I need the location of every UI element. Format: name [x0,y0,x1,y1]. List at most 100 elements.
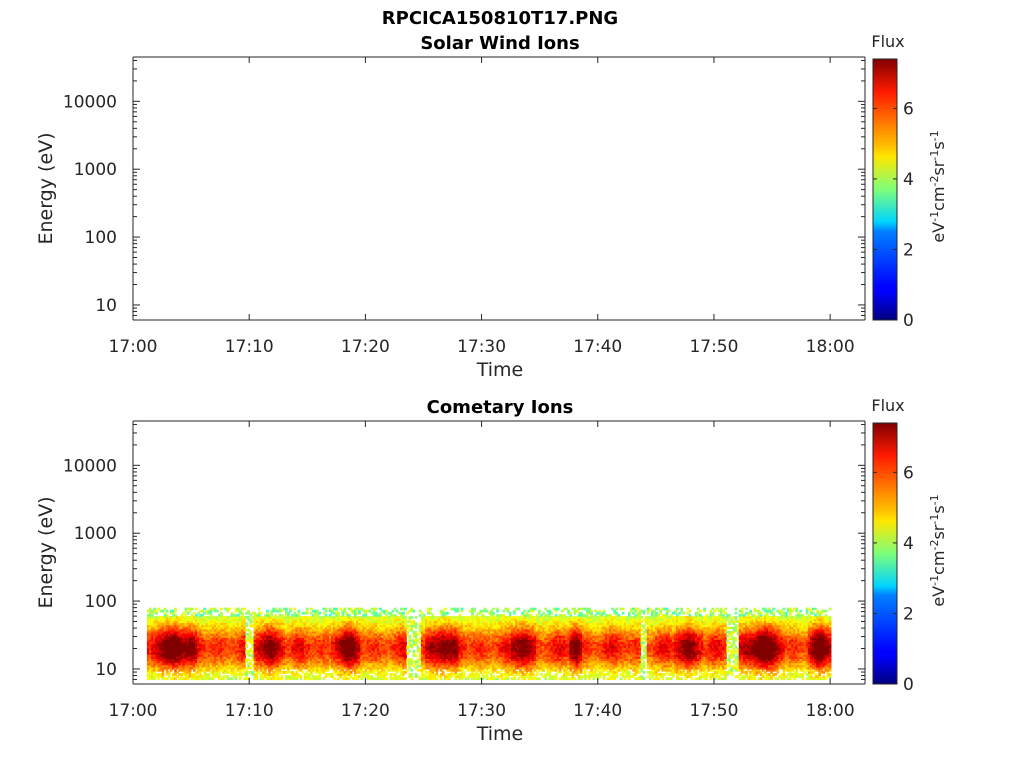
heatmap-cell [245,624,248,628]
heatmap-cell [257,616,261,619]
heatmap-cell [203,637,207,640]
heatmap-cell [155,666,158,670]
heatmap-cell [224,671,228,674]
heatmap-cell [197,637,200,640]
heatmap-cell [264,668,267,672]
heatmap-cell [199,668,202,672]
heatmap-cell [184,652,188,655]
heatmap-cell [159,635,163,638]
heatmap-cell [251,624,255,628]
heatmap-cell [266,639,269,643]
heatmap-cell [236,632,240,636]
heatmap-cell [180,630,184,634]
heatmap-cell [209,641,213,645]
heatmap-cell [149,609,152,613]
heatmap-cell [228,677,232,681]
heatmap-cell [184,654,188,657]
heatmap-cell [234,662,238,666]
heatmap-cell [220,668,223,672]
heatmap-cell [161,641,165,645]
heatmap-cell [203,628,207,632]
heatmap-cell [218,649,221,653]
heatmap-cell [218,656,221,659]
heatmap-cell [230,643,234,647]
heatmap-cell [276,666,280,670]
heatmap-cell [253,662,257,666]
heatmap-cell [197,616,200,619]
heatmap-cell [264,613,267,617]
heatmap-cell [146,620,150,624]
heatmap-cell [261,660,265,664]
heatmap-cell [182,624,186,628]
heatmap-cell [186,660,190,664]
heatmap-cell [184,671,188,674]
heatmap-cell [234,660,238,664]
heatmap-cell [184,624,188,628]
heatmap-cell [172,664,175,668]
heatmap-cell [243,620,246,624]
heatmap-cell [149,649,152,653]
heatmap-cell [195,624,198,628]
heatmap-cell [188,666,192,670]
heatmap-cell [182,622,186,626]
heatmap-cell [268,618,271,621]
heatmap-cell [184,647,188,651]
heatmap-cell [278,618,282,621]
heatmap-cell [186,618,190,621]
heatmap-cell [261,675,265,678]
heatmap-cell [159,664,163,668]
heatmap-cell [224,622,228,626]
heatmap-cell [182,666,186,670]
heatmap-cell [155,637,158,640]
heatmap-cell [226,645,230,649]
heatmap-cell [190,654,194,657]
heatmap-cell [215,654,219,657]
heatmap-cell [172,628,175,632]
heatmap-cell [278,677,282,681]
heatmap-cell [255,626,259,630]
heatmap-cell [213,647,217,651]
heatmap-cell [261,637,265,640]
heatmap-cell [207,656,211,659]
heatmap-cell [280,637,284,640]
heatmap-cell [153,660,156,664]
heatmap-cell [213,628,217,632]
heatmap-cell [205,624,209,628]
heatmap-cell [157,620,161,624]
heatmap-cell [268,652,271,655]
heatmap-cell [215,675,219,678]
heatmap-cell [220,649,223,653]
heatmap-cell [199,618,202,621]
heatmap-cell [278,616,282,619]
heatmap-cell [184,620,188,624]
heatmap-cell [272,647,276,651]
heatmap-cell [151,643,154,647]
heatmap-cell [264,632,267,636]
heatmap-cell [268,643,271,647]
heatmap-cell [178,628,181,632]
heatmap-cell [153,630,156,634]
heatmap-cell [153,658,156,662]
heatmap-cell [249,620,253,624]
heatmap-cell [176,624,179,628]
heatmap-cell [238,656,242,659]
heatmap-cell [188,622,192,626]
heatmap-cell [207,628,211,632]
heatmap-cell [172,641,175,645]
heatmap-cell [253,620,257,624]
heatmap-cell [184,632,188,636]
heatmap-cell [157,649,161,653]
heatmap-cell [261,658,265,662]
heatmap-cell [257,664,261,668]
heatmap-cell [159,658,163,662]
heatmap-cell [161,616,165,619]
heatmap-cell [165,645,169,649]
heatmap-cell [184,658,188,662]
heatmap-cell [192,637,196,640]
heatmap-cell [232,632,236,636]
heatmap-cell [253,668,257,672]
heatmap-cell [157,616,161,619]
x-axis-label: Time [476,359,524,381]
heatmap-cell [272,632,276,636]
heatmap-cell [184,656,188,659]
